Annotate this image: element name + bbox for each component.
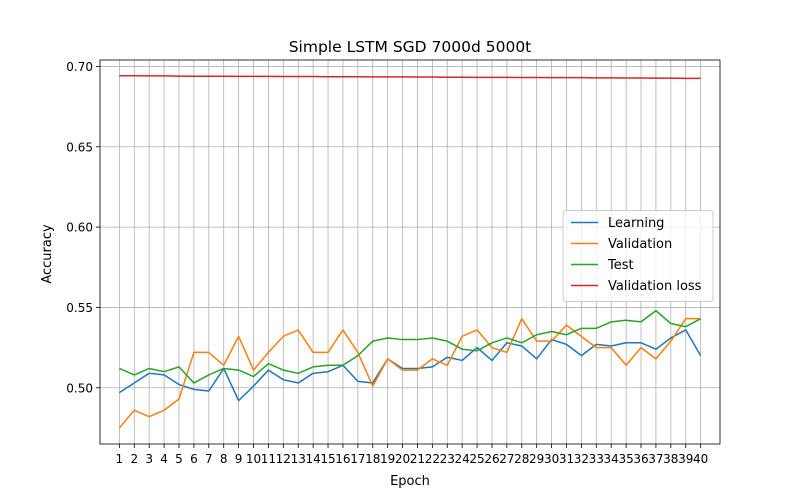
x-tick-label: 30 bbox=[544, 452, 559, 466]
x-tick-label: 31 bbox=[559, 452, 574, 466]
legend: Learning Validation Test Validation loss bbox=[562, 210, 714, 302]
x-tick-label: 25 bbox=[469, 452, 484, 466]
x-tick-label: 7 bbox=[205, 452, 213, 466]
x-tick-label: 38 bbox=[663, 452, 678, 466]
legend-label-validation: Validation bbox=[608, 237, 672, 252]
x-tick-label: 11 bbox=[261, 452, 276, 466]
x-tick-label: 26 bbox=[484, 452, 499, 466]
series-layer bbox=[118, 75, 702, 429]
x-tick-label: 17 bbox=[350, 452, 365, 466]
x-tick-label: 9 bbox=[235, 452, 243, 466]
chart-title: Simple LSTM SGD 7000d 5000t bbox=[289, 38, 532, 56]
x-tick-label: 40 bbox=[693, 452, 708, 466]
x-tick-label: 22 bbox=[425, 452, 440, 466]
grid bbox=[100, 60, 720, 444]
x-tick-label: 29 bbox=[529, 452, 544, 466]
x-tick-label: 16 bbox=[335, 452, 350, 466]
y-axis-label: Accuracy bbox=[40, 224, 55, 284]
series-line-validation bbox=[118, 317, 701, 429]
x-tick-label: 3 bbox=[145, 452, 153, 466]
series-line-validation-loss bbox=[119, 75, 701, 80]
x-tick-label: 19 bbox=[380, 452, 395, 466]
x-tick-label: 34 bbox=[604, 452, 619, 466]
legend-label-validation-loss: Validation loss bbox=[608, 279, 702, 294]
y-tick-label: 0.50 bbox=[66, 381, 93, 395]
x-tick-label: 32 bbox=[574, 452, 589, 466]
plot-frame bbox=[99, 59, 721, 445]
legend-label-test: Test bbox=[607, 258, 634, 273]
x-tick-label: 2 bbox=[130, 452, 138, 466]
x-tick-label: 12 bbox=[276, 452, 291, 466]
x-tick-label: 1 bbox=[116, 452, 124, 466]
series-line-test bbox=[119, 309, 701, 384]
x-tick-label: 6 bbox=[190, 452, 198, 466]
x-tick-label: 4 bbox=[160, 452, 168, 466]
legend-box bbox=[562, 210, 714, 302]
x-tick-label: 39 bbox=[678, 452, 693, 466]
x-tick-label: 8 bbox=[220, 452, 228, 466]
y-tick-label: 0.65 bbox=[66, 140, 93, 154]
series-line-learning bbox=[118, 329, 702, 402]
x-tick-label: 27 bbox=[499, 452, 514, 466]
x-tick-label: 21 bbox=[410, 452, 425, 466]
x-tick-label: 10 bbox=[246, 452, 261, 466]
x-tick-label: 28 bbox=[514, 452, 529, 466]
x-tick-label: 35 bbox=[618, 452, 633, 466]
x-tick-label: 36 bbox=[633, 452, 648, 466]
x-tick-label: 23 bbox=[440, 452, 455, 466]
x-tick-label: 13 bbox=[291, 452, 306, 466]
x-tick-label: 14 bbox=[305, 452, 320, 466]
x-tick-label: 24 bbox=[455, 452, 470, 466]
x-tick-label: 18 bbox=[365, 452, 380, 466]
axes: 1 2 3 4 5 6 7 8 9 10 11 12 13 14 15 16 17 18 19 20 21 22 23 24 2… bbox=[66, 59, 721, 466]
x-tick-label: 5 bbox=[175, 452, 183, 466]
y-tick-label: 0.55 bbox=[66, 301, 93, 315]
y-tick-label: 0.70 bbox=[66, 60, 93, 74]
x-axis-label: Epoch bbox=[390, 474, 430, 489]
y-tick-label: 0.60 bbox=[66, 221, 93, 235]
x-tick-label: 15 bbox=[320, 452, 335, 466]
legend-label-learning: Learning bbox=[608, 216, 664, 231]
x-tick-label: 37 bbox=[648, 452, 663, 466]
x-tick-label: 20 bbox=[395, 452, 410, 466]
x-tick-label: 33 bbox=[589, 452, 604, 466]
